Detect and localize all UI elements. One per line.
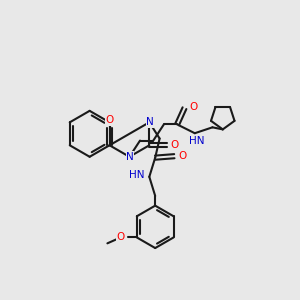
Text: HN: HN (129, 170, 145, 180)
Text: N: N (126, 152, 134, 162)
Text: O: O (189, 102, 197, 112)
Text: O: O (178, 151, 186, 161)
Text: O: O (170, 140, 178, 150)
Text: HN: HN (188, 136, 204, 146)
Text: O: O (105, 115, 114, 125)
Text: N: N (146, 117, 154, 127)
Text: O: O (116, 232, 125, 242)
